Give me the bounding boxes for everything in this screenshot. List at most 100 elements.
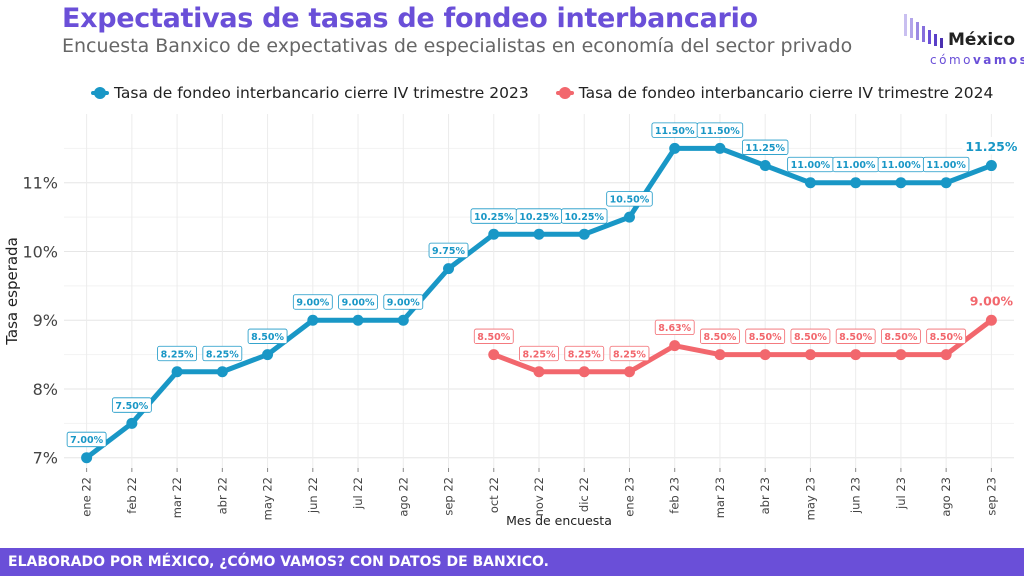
x-tick-label: feb 23: [668, 477, 682, 514]
data-point: [623, 366, 635, 378]
data-label-text: 8.25%: [613, 349, 646, 360]
legend-label-2023: Tasa de fondeo interbancario cierre IV t…: [114, 84, 529, 102]
y-axis-title: Tasa esperada: [3, 237, 21, 346]
data-point: [895, 177, 907, 189]
data-label-box: [66, 431, 107, 448]
data-point: [669, 142, 681, 154]
legend-key-2023: [90, 86, 110, 100]
data-label-box: [966, 291, 1017, 310]
x-tick-label: sep 22: [442, 477, 456, 516]
x-axis-title: Mes de encuesta: [506, 513, 612, 528]
data-label: 9.00%: [966, 291, 1017, 310]
data-label-box: [383, 294, 424, 310]
data-label: 10.50%: [606, 191, 653, 207]
data-point: [216, 366, 228, 378]
data-label-text: 8.50%: [703, 332, 736, 343]
data-label-text: 11.50%: [655, 126, 695, 137]
page-subtitle: Encuesta Banxico de expectativas de espe…: [62, 35, 853, 57]
data-label: 8.25%: [609, 345, 650, 362]
data-label-text: 11.00%: [926, 160, 966, 171]
data-point: [850, 349, 862, 361]
x-tick-label: jun 22: [306, 477, 320, 514]
data-label-text: 11.50%: [700, 126, 740, 137]
data-label-box: [609, 345, 650, 362]
y-tick-label: 7%: [33, 449, 58, 468]
data-label-text: 9.00%: [387, 298, 420, 309]
data-label-text: 11.00%: [836, 160, 876, 171]
data-label-text: 7.50%: [115, 401, 148, 412]
data-label: 8.50%: [926, 328, 967, 344]
legend-item-2023: Tasa de fondeo interbancario cierre IV t…: [90, 84, 529, 102]
x-tick-label: jul 22: [351, 477, 365, 510]
data-label-box: [473, 328, 514, 344]
x-tick-label: mar 23: [713, 477, 727, 518]
data-label: 11.00%: [787, 156, 834, 173]
data-point: [262, 349, 274, 361]
data-label-text: 8.63%: [658, 323, 691, 334]
data-label: 8.25%: [519, 345, 559, 362]
data-point: [578, 228, 590, 240]
legend-label-2024: Tasa de fondeo interbancario cierre IV t…: [578, 84, 994, 102]
data-label-text: 9.00%: [342, 298, 375, 309]
data-label-box: [606, 191, 653, 207]
data-label-box: [790, 328, 831, 344]
mexico-como-vamos-logo: México cómovamos: [900, 10, 1024, 68]
footer-credit: ELABORADO POR MÉXICO, ¿CÓMO VAMOS? CON D…: [0, 548, 1024, 576]
x-tick-label: sep 23: [984, 477, 998, 516]
y-tick-label: 8%: [33, 380, 58, 399]
data-label: 8.50%: [835, 328, 876, 344]
data-label: 10.25%: [470, 208, 517, 224]
logo-text-mexico: México: [948, 30, 1015, 50]
data-label: 10.25%: [515, 208, 563, 224]
data-label: 7.00%: [66, 431, 107, 448]
data-label-text: 8.25%: [568, 349, 601, 360]
data-label: 11.00%: [922, 156, 970, 173]
x-tick-label: nov 22: [532, 477, 546, 516]
logo-text-vamos: vamos: [972, 53, 1024, 67]
data-label-box: [700, 328, 740, 344]
x-tick-label: abr 22: [215, 477, 229, 514]
data-point: [895, 349, 907, 361]
data-point: [533, 228, 545, 240]
data-label-text: 8.50%: [794, 332, 827, 343]
data-label: 9.00%: [338, 294, 378, 310]
data-label: 8.50%: [881, 328, 921, 344]
y-tick-label: 10%: [22, 242, 58, 261]
data-label: 9.00%: [292, 294, 333, 310]
data-point: [81, 452, 93, 464]
x-tick-label: ago 22: [396, 477, 410, 517]
data-label: 8.50%: [745, 328, 786, 344]
data-point: [759, 349, 771, 361]
data-label-box: [922, 156, 970, 173]
data-point: [443, 263, 455, 275]
x-tick-label: may 23: [803, 477, 817, 520]
data-label-box: [338, 294, 378, 310]
data-label: 11.50%: [651, 122, 698, 138]
y-tick-label: 9%: [33, 311, 58, 330]
data-label: 11.25%: [742, 139, 789, 155]
data-label: 7.50%: [111, 397, 152, 413]
data-label: 11.50%: [696, 122, 744, 138]
data-point: [940, 177, 952, 189]
data-label-text: 8.50%: [930, 332, 963, 343]
data-label-box: [519, 345, 559, 362]
x-tick-label: ene 23: [622, 477, 636, 517]
x-tick-label: mar 22: [170, 477, 184, 518]
data-label-box: [202, 345, 243, 362]
data-point: [940, 349, 952, 361]
data-label: 8.63%: [654, 319, 695, 336]
data-label-box: [564, 345, 605, 362]
data-label: 8.50%: [790, 328, 831, 344]
data-label-text: 8.50%: [749, 332, 782, 343]
data-label-box: [835, 328, 876, 344]
data-point: [171, 366, 183, 378]
data-label-box: [881, 328, 921, 344]
x-tick-label: feb 22: [125, 477, 139, 514]
data-label-text: 11.00%: [881, 160, 921, 171]
data-point: [669, 340, 681, 352]
data-point: [488, 228, 500, 240]
x-tick-label: oct 22: [487, 477, 501, 513]
logo-text-como: cómo: [930, 53, 973, 67]
data-label: 10.25%: [561, 208, 608, 224]
data-label: 8.25%: [157, 345, 197, 362]
